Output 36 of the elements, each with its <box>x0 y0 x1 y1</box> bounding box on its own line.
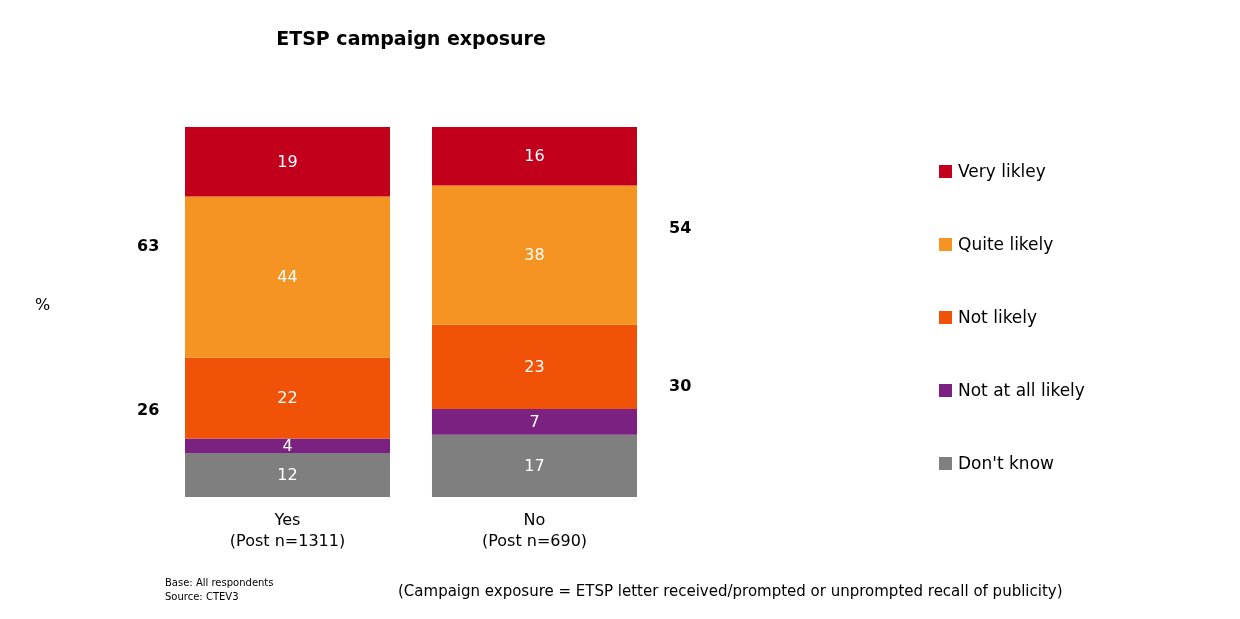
data-label: 19 <box>277 151 298 171</box>
source-note: Source: CTEV3 <box>165 591 239 602</box>
bar <box>431 127 637 186</box>
data-label: 22 <box>277 388 298 408</box>
data-label: 4 <box>282 435 293 455</box>
legend-label: Not likely <box>958 306 1038 327</box>
data-label: 16 <box>524 146 545 166</box>
data-label: 38 <box>524 245 545 265</box>
text: 26 <box>137 400 160 419</box>
chart-title: ETSP campaign exposure <box>276 27 546 49</box>
legend-label: Don't know <box>958 452 1055 473</box>
x-tick-label: Yes (Post n=1311) <box>229 509 346 550</box>
bar <box>185 453 391 497</box>
text: 54 <box>669 218 692 237</box>
legend-label: Not at all likely <box>958 379 1085 400</box>
data-label: 23 <box>524 356 545 376</box>
legend-label: Very likley <box>958 160 1046 181</box>
bar <box>431 324 637 410</box>
bar <box>431 409 637 435</box>
data-label: 44 <box>277 267 298 287</box>
data-label: 12 <box>277 465 298 485</box>
bar <box>185 127 391 197</box>
text: (Campaign exposure = ETSP letter received/prompted or unprompted recall of publicity) <box>398 582 1063 600</box>
bar <box>431 185 637 325</box>
legend-label: Quite likely <box>958 233 1054 254</box>
data-label: 7 <box>529 411 540 431</box>
text: Base: All respondents <box>165 577 274 588</box>
bar <box>431 434 637 497</box>
bar <box>185 196 391 358</box>
text: % <box>35 295 51 314</box>
bar <box>185 357 391 439</box>
x-tick-label: No (Post n=690) <box>481 509 588 550</box>
bar <box>185 438 391 454</box>
text: 63 <box>137 236 160 255</box>
data-label: 17 <box>524 455 545 475</box>
text: 30 <box>669 376 692 395</box>
